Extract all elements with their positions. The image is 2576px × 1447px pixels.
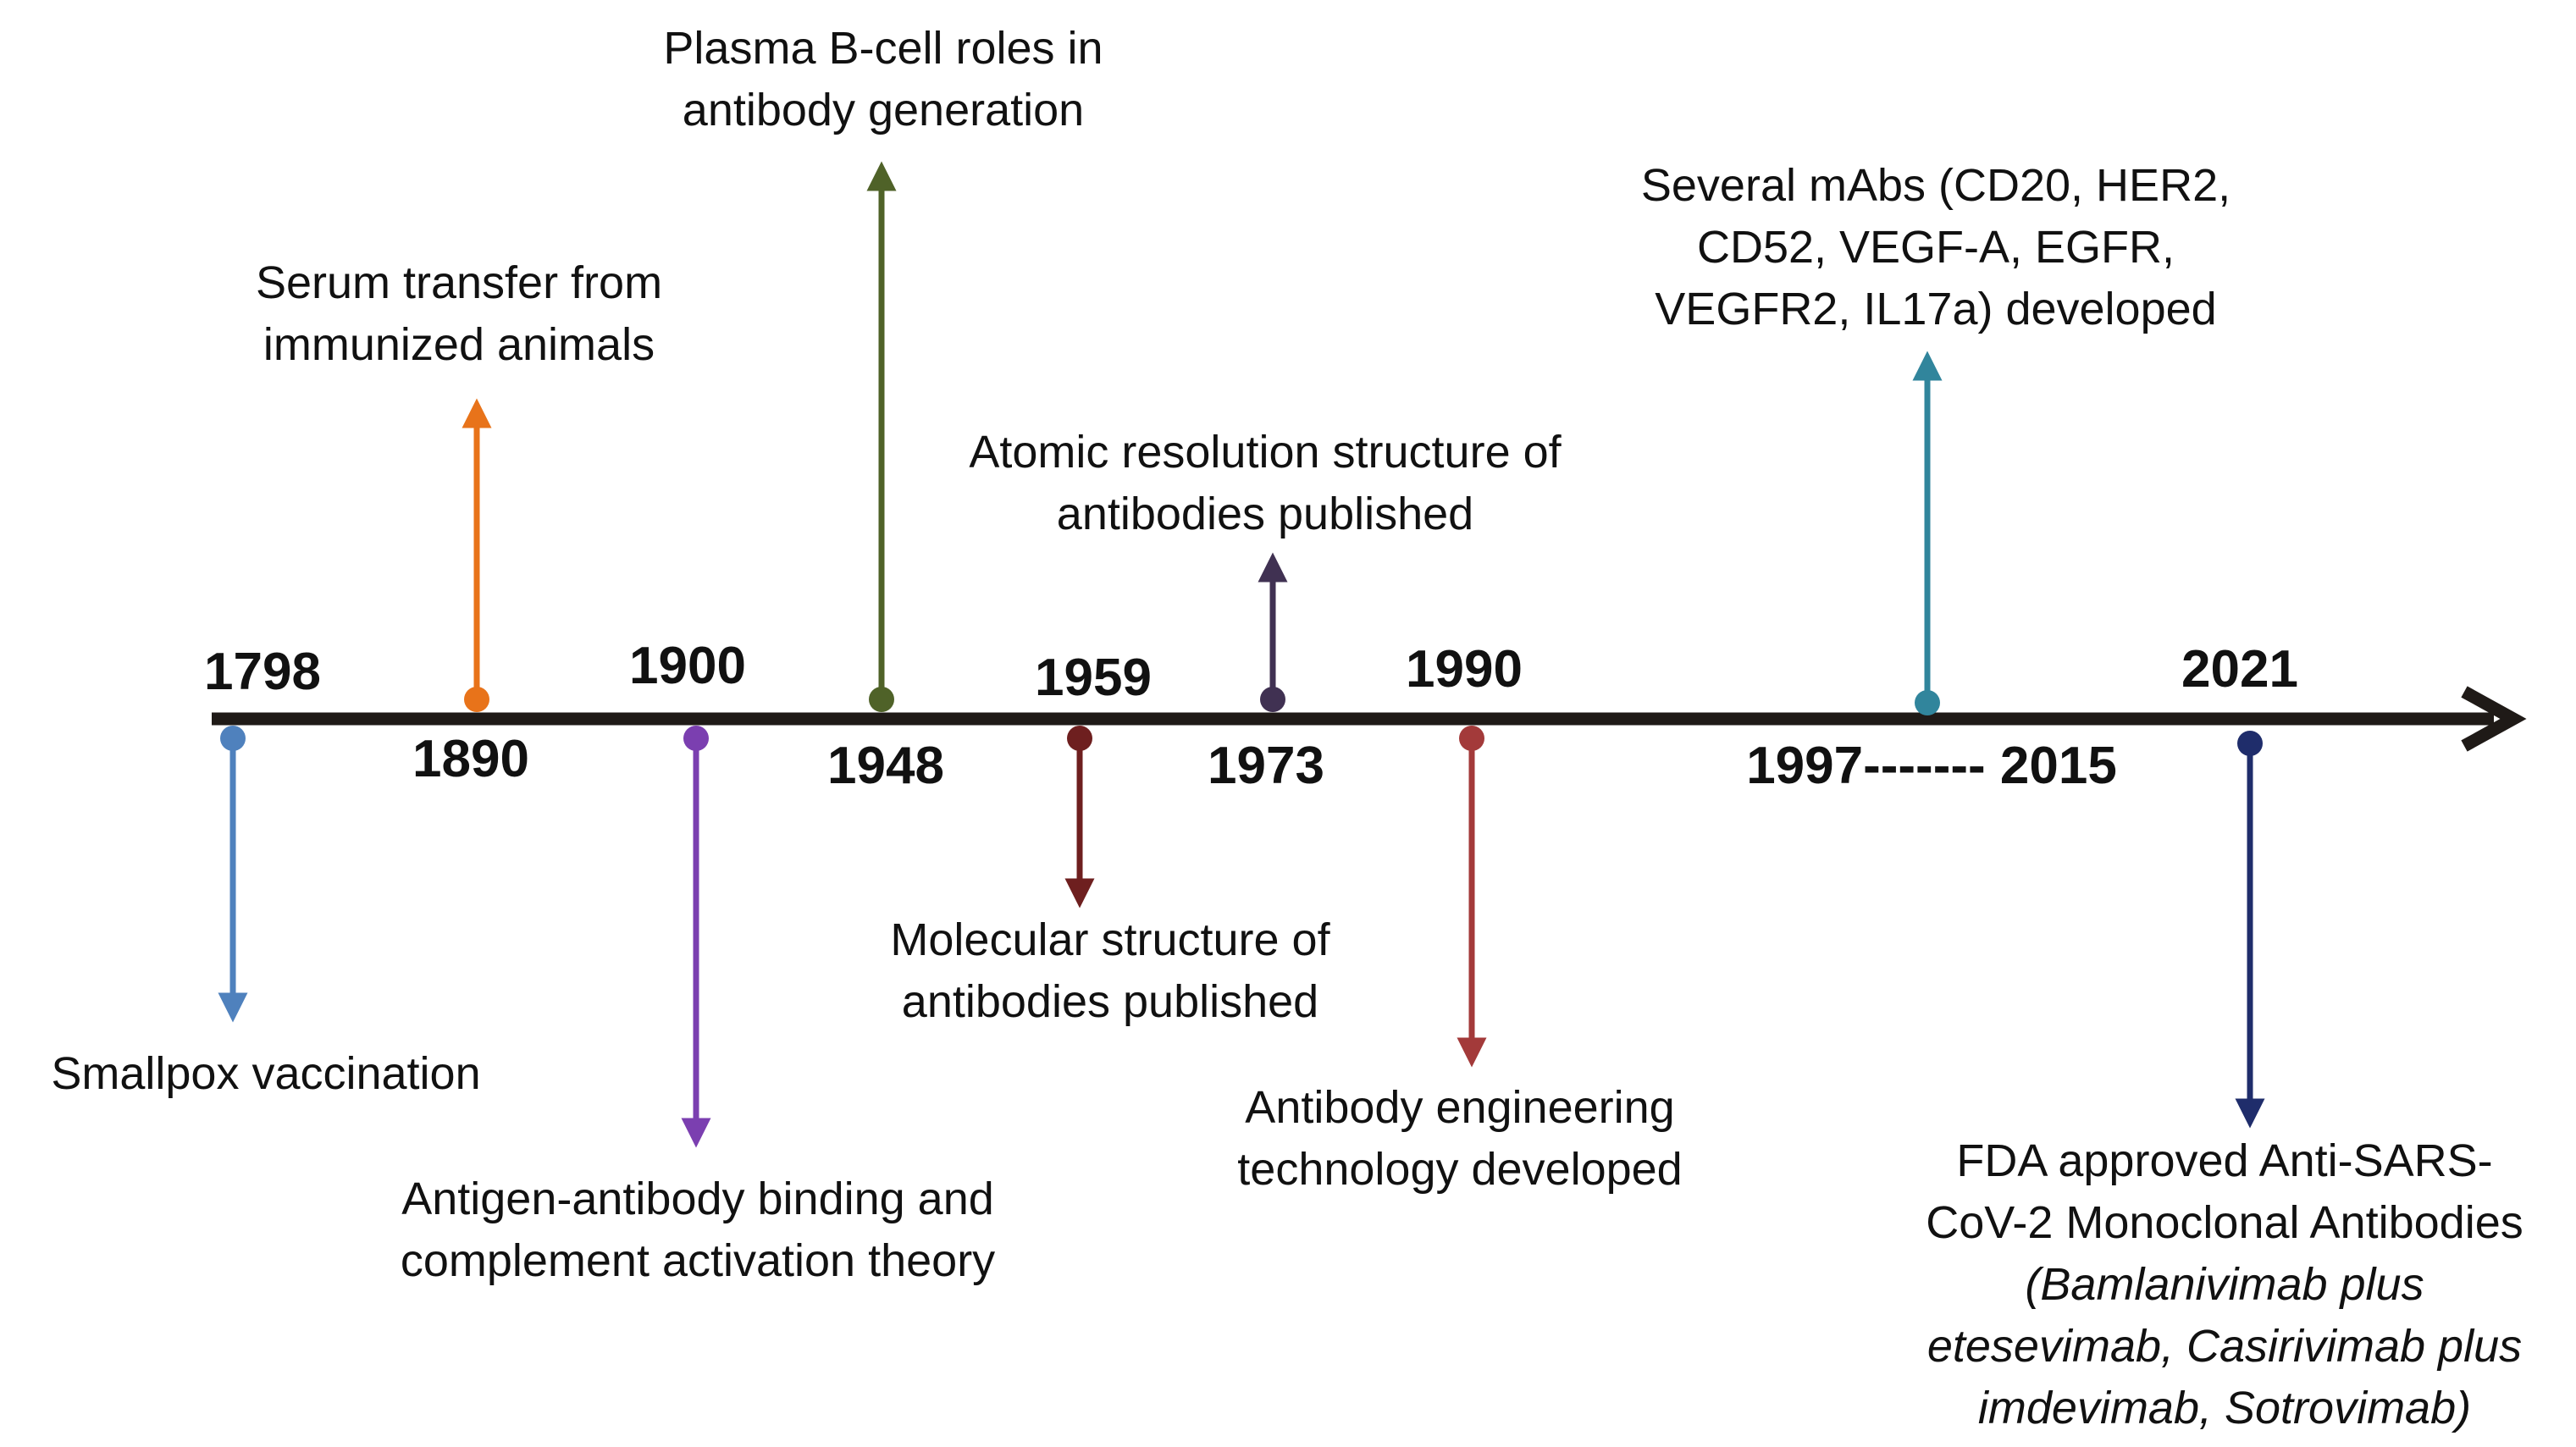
year-1948: 1948 (827, 737, 944, 795)
dot-1900 (683, 726, 709, 751)
event-antigen-line: Antigen-antibody binding and (401, 1174, 994, 1224)
dot-1798 (220, 726, 246, 751)
event-antigen: Antigen-antibody binding and complement … (401, 1168, 995, 1292)
dot-1890 (464, 687, 489, 712)
dot-1997-2015 (1915, 690, 1940, 715)
event-plasma-line: Plasma B-cell roles in (663, 23, 1103, 74)
year-1959: 1959 (1035, 649, 1152, 707)
event-plasma-line: antibody generation (682, 85, 1085, 135)
dot-1990 (1459, 726, 1484, 751)
event-fda-line: CoV-2 Monoclonal Antibodies (1926, 1197, 2523, 1248)
dot-1948 (869, 687, 894, 712)
event-serum: Serum transfer from immunized animals (256, 252, 662, 376)
event-engineering-line: Antibody engineering (1245, 1082, 1675, 1133)
event-atomic: Atomic resolution structure of antibodie… (969, 422, 1561, 545)
event-atomic-line: antibodies published (1056, 489, 1474, 539)
event-smallpox-line: Smallpox vaccination (51, 1048, 481, 1099)
year-1973: 1973 (1208, 737, 1324, 795)
year-1890: 1890 (412, 730, 529, 788)
event-mabs: Several mAbs (CD20, HER2, CD52, VEGF-A, … (1641, 155, 2231, 340)
event-mabs-line: CD52, VEGF-A, EGFR, (1696, 222, 2175, 273)
event-fda: FDA approved Anti-SARS- CoV-2 Monoclonal… (1926, 1130, 2523, 1439)
event-engineering-line: technology developed (1237, 1144, 1683, 1195)
axis-arrowhead-icon (2461, 686, 2527, 752)
event-atomic-line: Atomic resolution structure of (969, 427, 1562, 478)
year-1997-2015: 1997------- 2015 (1746, 737, 2117, 795)
event-engineering: Antibody engineering technology develope… (1237, 1077, 1682, 1201)
dot-2021 (2237, 731, 2263, 756)
event-molecular-line: Molecular structure of (890, 914, 1330, 965)
event-fda-line: FDA approved Anti-SARS- (1956, 1135, 2493, 1186)
year-1900: 1900 (629, 637, 746, 695)
dot-1959 (1067, 726, 1092, 751)
year-2021: 2021 (2181, 640, 2298, 699)
event-mabs-line: VEGFR2, IL17a) developed (1655, 284, 2217, 334)
event-plasma: Plasma B-cell roles in antibody generati… (663, 18, 1103, 141)
event-fda-italic-line: etesevimab, Casirivimab plus (1926, 1321, 2523, 1372)
event-serum-line: immunized animals (263, 319, 655, 370)
event-molecular: Molecular structure of antibodies publis… (890, 909, 1329, 1033)
dot-1973 (1260, 687, 1285, 712)
event-mabs-line: Several mAbs (CD20, HER2, (1640, 160, 2231, 211)
event-fda-italic-line: imdevimab, Sotrovimab) (1977, 1383, 2472, 1433)
event-serum-line: Serum transfer from (255, 257, 663, 308)
year-1798: 1798 (204, 643, 321, 701)
event-antigen-line: complement activation theory (400, 1235, 996, 1286)
event-smallpox: Smallpox vaccination (51, 1043, 480, 1105)
event-fda-italic-line: (Bamlanivimab plus (2025, 1259, 2424, 1310)
event-molecular-line: antibodies published (901, 976, 1319, 1027)
year-1990: 1990 (1406, 640, 1523, 699)
